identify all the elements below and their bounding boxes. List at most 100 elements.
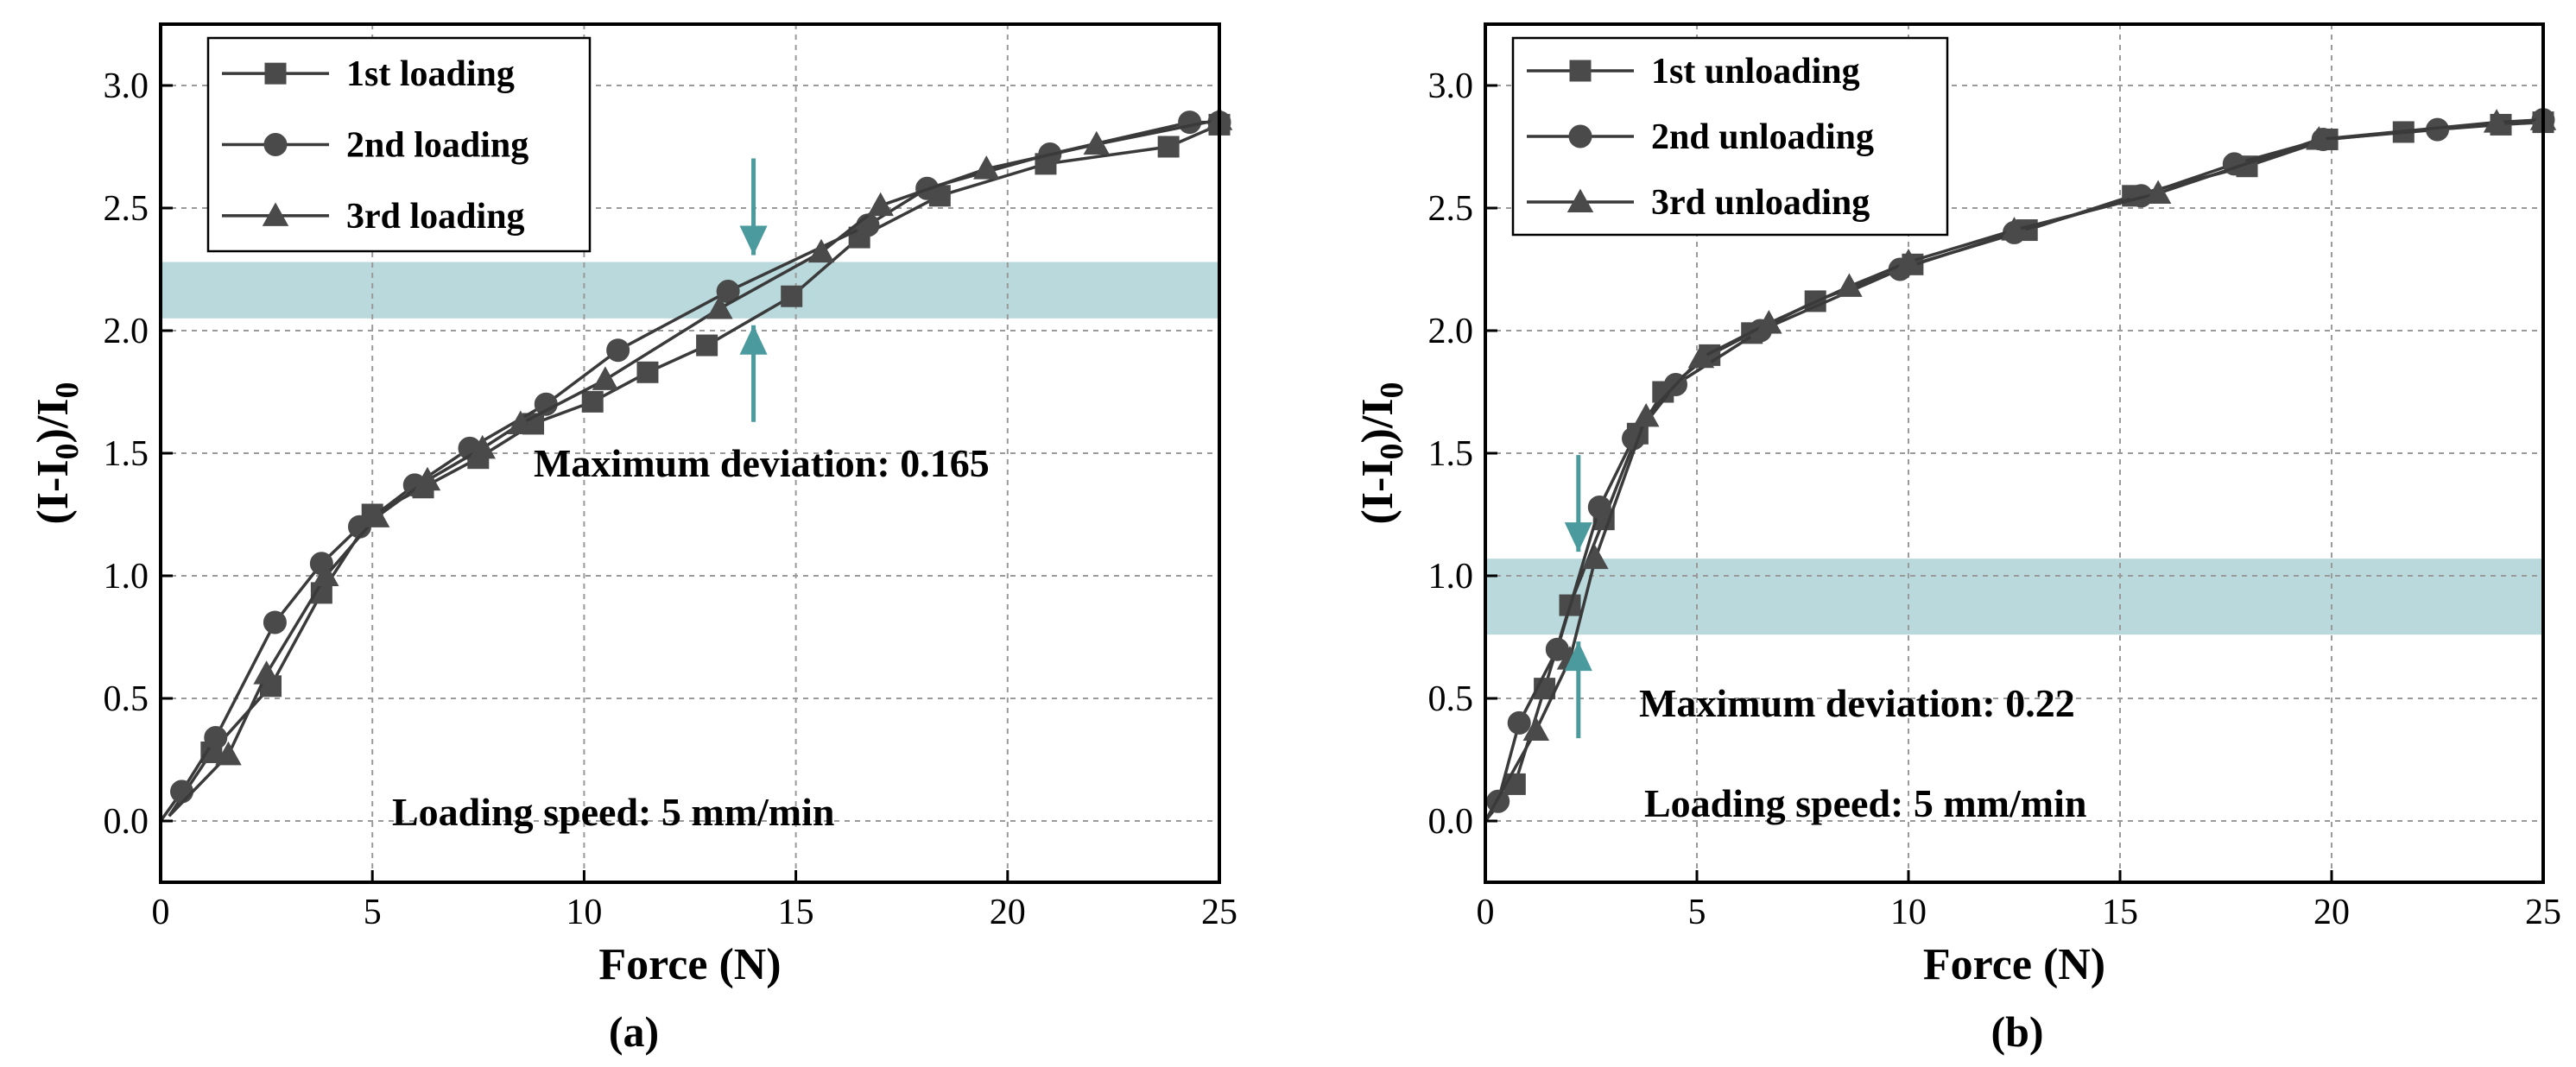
legend-marker — [1569, 60, 1592, 82]
data-point — [706, 295, 733, 319]
legend-label: 1st loading — [346, 54, 515, 94]
data-point — [204, 725, 228, 749]
legend-label: 2nd loading — [346, 126, 528, 166]
arrow-up-head — [1564, 641, 1592, 672]
data-point — [215, 741, 242, 766]
legend-marker — [264, 62, 287, 85]
panel-a: 0 5 10 15 20 25 0.0 0.5 1.0 1.5 2.0 2.5 3.0 Force (N)… — [28, 22, 1237, 1056]
x-tick-label: 10 — [1890, 893, 1927, 932]
data-point — [1587, 495, 1611, 519]
x-axis-title: Force (N) — [1923, 940, 2105, 989]
x-tick-label: 25 — [2525, 893, 2561, 932]
x-tick-label: 5 — [1688, 893, 1706, 932]
data-point — [1157, 136, 1180, 158]
data-point — [469, 434, 496, 459]
x-tick-label: 15 — [778, 893, 814, 932]
y-tick-label: 2.5 — [1428, 189, 1474, 229]
panel-label: (a) — [609, 1007, 659, 1056]
y-axis-title-part: 0 — [49, 382, 85, 398]
y-tick-label: 0.5 — [104, 679, 149, 719]
arrow-up-head — [739, 325, 768, 355]
x-tick-label: 10 — [566, 893, 602, 932]
legend-item: 3rd unloading — [1527, 183, 1870, 223]
data-point — [1582, 545, 1609, 570]
y-axis-title-part: 0 — [1374, 443, 1410, 459]
legend-marker — [1568, 124, 1592, 148]
data-point — [781, 285, 803, 307]
x-tick-label: 20 — [2313, 893, 2350, 932]
data-point — [1836, 273, 1863, 297]
legend: 1st loading 2nd loading 3rd loading — [206, 36, 592, 253]
data-point — [1895, 249, 1922, 273]
x-axis-title: Force (N) — [598, 940, 781, 989]
arrow-down-head — [739, 225, 768, 256]
legend-label: 1st unloading — [1651, 52, 1860, 92]
y-axis-title-part: )/I — [1353, 398, 1402, 443]
annotation: Maximum deviation: 0.22 — [1639, 681, 2075, 725]
data-point — [263, 610, 287, 635]
y-tick-label: 1.5 — [1428, 434, 1474, 474]
data-point — [867, 192, 894, 217]
y-tick-label: 3.0 — [104, 66, 149, 106]
arrow-down-head — [1564, 522, 1592, 552]
legend-marker — [263, 133, 288, 156]
y-axis-title-part: )/I — [28, 398, 78, 443]
y-tick-label: 2.5 — [104, 189, 149, 229]
data-point — [592, 366, 619, 390]
data-point — [1632, 402, 1660, 427]
data-point — [606, 338, 630, 363]
y-axis-title-part: 0 — [1374, 382, 1410, 398]
deviation-band — [161, 262, 1219, 319]
data-point — [1083, 130, 1111, 155]
legend-item: 3rd loading — [222, 197, 525, 237]
data-point — [2483, 109, 2510, 133]
annotation: Maximum deviation: 0.165 — [534, 441, 990, 485]
deviation-band — [1485, 559, 2543, 635]
y-tick-label: 0.0 — [104, 802, 149, 842]
y-tick-label: 0.0 — [1428, 802, 1474, 842]
legend-item: 2nd loading — [222, 126, 528, 166]
arrow-up — [739, 325, 768, 422]
legend-item: 1st unloading — [1527, 52, 1860, 92]
data-point — [1687, 344, 1715, 369]
y-tick-label: 1.0 — [1428, 557, 1474, 597]
y-axis-title-part: 0 — [49, 443, 85, 459]
legend-marker — [262, 202, 289, 226]
data-point — [414, 466, 441, 491]
y-axis-title: (I-I0)/I0 — [28, 382, 85, 524]
legend-marker — [1566, 188, 1594, 213]
x-tick-label: 15 — [2102, 893, 2138, 932]
x-tick-label: 0 — [152, 893, 170, 932]
arrow-up — [1564, 641, 1592, 739]
legend-label: 3rd loading — [346, 197, 525, 237]
x-tick-label: 0 — [1477, 893, 1495, 932]
x-tick-label: 20 — [990, 893, 1026, 932]
legend-label: 3rd unloading — [1651, 183, 1870, 223]
x-tick-label: 5 — [364, 893, 382, 932]
series-line — [1484, 118, 2544, 822]
data-point — [1756, 310, 1782, 334]
legend-item: 1st loading — [222, 54, 515, 94]
y-tick-label: 2.0 — [1428, 312, 1474, 351]
y-axis-title: (I-I0)/I0 — [1353, 382, 1410, 524]
arrow-down — [739, 158, 768, 256]
data-point — [2306, 126, 2332, 150]
panel-b: 0 5 10 15 20 25 0.0 0.5 1.0 1.5 2.0 2.5 3.0 Force (N)… — [1353, 22, 2562, 1056]
data-point — [807, 238, 835, 263]
gridlines — [161, 24, 1219, 882]
legend-label: 2nd unloading — [1651, 117, 1874, 157]
data-point — [1522, 717, 1550, 741]
data-point — [636, 361, 659, 383]
data-point — [973, 155, 1000, 180]
data-point — [1503, 773, 1526, 795]
data-point — [696, 334, 718, 357]
data-point — [1178, 110, 1202, 135]
data-point — [2001, 217, 2028, 241]
data-point — [253, 660, 280, 685]
arrow-down — [1564, 455, 1592, 552]
x-tick-label: 25 — [1201, 893, 1237, 932]
ticks: 0 5 10 15 20 25 0.0 0.5 1.0 1.5 2.0 2.5 3.0 — [1428, 66, 2562, 932]
annotation: Loading speed: 5 mm/min — [392, 790, 834, 834]
series-3 — [168, 106, 1233, 818]
